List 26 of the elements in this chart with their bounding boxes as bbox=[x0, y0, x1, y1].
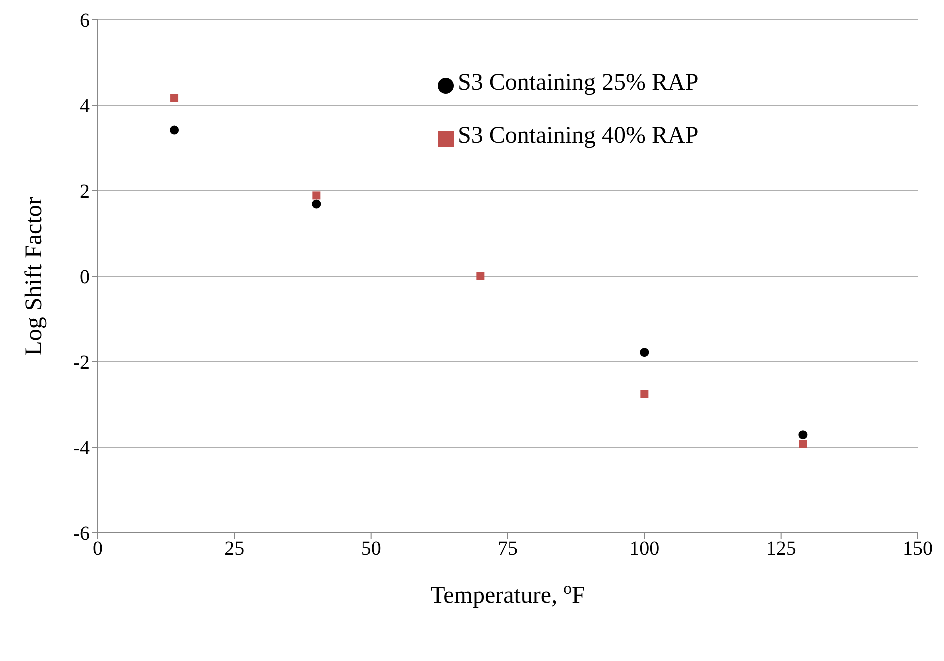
point bbox=[170, 94, 179, 102]
point bbox=[640, 348, 650, 358]
y-tick-label: -6 bbox=[73, 523, 90, 546]
y-tick-label: 4 bbox=[80, 96, 90, 118]
x-tick-label: 75 bbox=[498, 538, 518, 560]
legend-label: S3 Containing 25% RAP bbox=[458, 70, 699, 96]
y-tick-label: 2 bbox=[80, 181, 90, 204]
point bbox=[312, 192, 321, 200]
y-tick-label: -4 bbox=[73, 438, 90, 460]
y-tick-label: -2 bbox=[73, 352, 90, 374]
y-tick-label: 0 bbox=[80, 266, 90, 289]
x-tick-label: 100 bbox=[630, 538, 660, 560]
x-tick-label: 125 bbox=[766, 538, 796, 560]
y-tick-label: 6 bbox=[80, 10, 90, 32]
point bbox=[476, 272, 485, 280]
point bbox=[170, 126, 180, 135]
point bbox=[640, 390, 649, 398]
x-tick-label: 25 bbox=[224, 538, 245, 560]
x-tick-label: 50 bbox=[361, 538, 382, 560]
y-axis-title: Log Shift Factor bbox=[22, 197, 48, 356]
legend-label: S3 Containing 40% RAP bbox=[458, 123, 699, 149]
x-tick-label: 150 bbox=[903, 538, 933, 560]
point bbox=[798, 430, 808, 440]
point bbox=[799, 440, 808, 448]
point bbox=[312, 200, 322, 209]
x-axis-title: Temperature, $^{o}$F bbox=[430, 578, 586, 609]
